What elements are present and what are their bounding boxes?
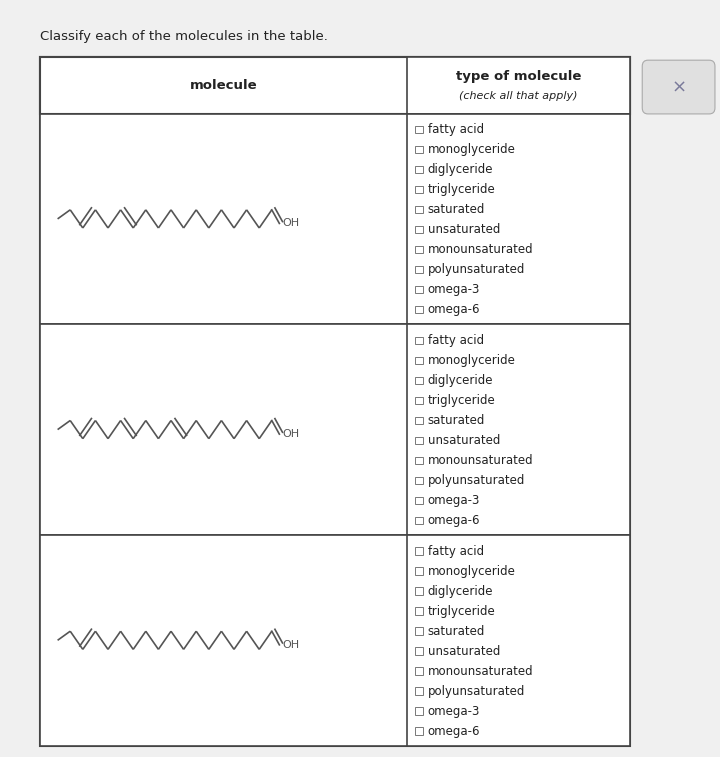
- Text: omega-6: omega-6: [428, 514, 480, 527]
- Bar: [415, 186, 423, 194]
- Bar: [415, 607, 423, 615]
- Text: polyunsaturated: polyunsaturated: [428, 263, 525, 276]
- Text: omega-6: omega-6: [428, 304, 480, 316]
- Text: diglyceride: diglyceride: [428, 163, 493, 176]
- Text: molecule: molecule: [189, 79, 257, 92]
- Text: triglyceride: triglyceride: [428, 183, 495, 196]
- Bar: [415, 687, 423, 695]
- Text: monounsaturated: monounsaturated: [428, 243, 534, 256]
- Text: omega-3: omega-3: [428, 705, 480, 718]
- Text: monounsaturated: monounsaturated: [428, 665, 534, 678]
- Bar: [415, 497, 423, 504]
- Text: omega-6: omega-6: [428, 724, 480, 737]
- Bar: [415, 286, 423, 294]
- Text: OH: OH: [282, 429, 300, 439]
- Text: unsaturated: unsaturated: [428, 434, 500, 447]
- Bar: [415, 146, 423, 154]
- Bar: [40, 535, 630, 746]
- Text: OH: OH: [282, 640, 300, 650]
- Bar: [40, 114, 630, 324]
- Text: ×: ×: [671, 78, 686, 96]
- Text: type of molecule: type of molecule: [456, 70, 581, 83]
- Bar: [407, 535, 630, 746]
- Text: omega-3: omega-3: [428, 494, 480, 507]
- Bar: [415, 126, 423, 133]
- Bar: [415, 357, 423, 364]
- Bar: [415, 246, 423, 254]
- Text: omega-3: omega-3: [428, 283, 480, 296]
- Bar: [407, 114, 630, 324]
- Text: polyunsaturated: polyunsaturated: [428, 474, 525, 487]
- Bar: [407, 324, 630, 535]
- Bar: [40, 57, 630, 114]
- Bar: [40, 57, 630, 746]
- Bar: [415, 266, 423, 273]
- Text: fatty acid: fatty acid: [428, 334, 484, 347]
- Bar: [407, 57, 630, 114]
- Text: unsaturated: unsaturated: [428, 644, 500, 658]
- Bar: [415, 456, 423, 464]
- Bar: [415, 376, 423, 384]
- Bar: [415, 397, 423, 404]
- Bar: [415, 166, 423, 173]
- Text: Classify each of the molecules in the table.: Classify each of the molecules in the ta…: [40, 30, 328, 43]
- FancyBboxPatch shape: [642, 60, 715, 114]
- Bar: [415, 226, 423, 233]
- Text: diglyceride: diglyceride: [428, 374, 493, 387]
- Text: OH: OH: [282, 219, 300, 229]
- Bar: [415, 306, 423, 313]
- Bar: [40, 324, 630, 535]
- Text: fatty acid: fatty acid: [428, 544, 484, 557]
- Bar: [415, 337, 423, 344]
- Text: diglyceride: diglyceride: [428, 584, 493, 597]
- Bar: [415, 587, 423, 595]
- Bar: [415, 628, 423, 635]
- Text: monoglyceride: monoglyceride: [428, 143, 516, 156]
- Bar: [415, 416, 423, 424]
- Bar: [415, 206, 423, 213]
- Text: triglyceride: triglyceride: [428, 394, 495, 407]
- Bar: [415, 667, 423, 674]
- Text: saturated: saturated: [428, 625, 485, 637]
- Text: (check all that apply): (check all that apply): [459, 91, 577, 101]
- Text: saturated: saturated: [428, 203, 485, 217]
- Bar: [415, 437, 423, 444]
- Text: monoglyceride: monoglyceride: [428, 354, 516, 367]
- Bar: [415, 647, 423, 655]
- Bar: [415, 516, 423, 524]
- Text: unsaturated: unsaturated: [428, 223, 500, 236]
- Bar: [415, 477, 423, 484]
- Text: monoglyceride: monoglyceride: [428, 565, 516, 578]
- Text: triglyceride: triglyceride: [428, 605, 495, 618]
- Text: fatty acid: fatty acid: [428, 123, 484, 136]
- Text: saturated: saturated: [428, 414, 485, 427]
- Text: monounsaturated: monounsaturated: [428, 454, 534, 467]
- Text: polyunsaturated: polyunsaturated: [428, 684, 525, 698]
- Bar: [415, 707, 423, 715]
- Bar: [415, 567, 423, 575]
- Bar: [415, 547, 423, 555]
- Bar: [415, 727, 423, 735]
